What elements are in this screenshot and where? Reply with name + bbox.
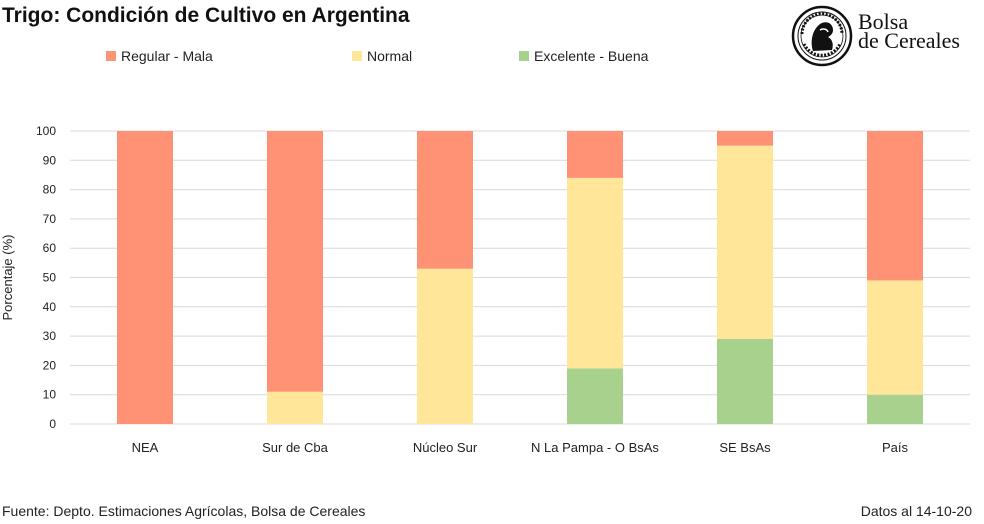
x-tick-label-4: SE BsAs <box>719 440 771 455</box>
bar-pa-s-normal <box>867 280 923 395</box>
bar-se-bsas-excelente-buena <box>717 339 773 424</box>
legend-label-excelente-buena: Excelente - Buena <box>534 48 649 64</box>
logo-line-2: de Cereales <box>858 28 960 53</box>
bar-n-cleo-sur-normal <box>417 268 473 424</box>
y-tick-label-10: 10 <box>43 388 57 402</box>
bar-n-cleo-sur-regular-mala <box>417 131 473 269</box>
y-tick-label-50: 50 <box>43 271 57 285</box>
y-tick-label-70: 70 <box>43 212 57 226</box>
legend-swatch-normal <box>352 51 362 61</box>
y-tick-label-40: 40 <box>43 300 57 314</box>
y-tick-label-80: 80 <box>43 183 57 197</box>
bar-sur-de-cba-normal <box>267 391 323 424</box>
bar-pa-s-excelente-buena <box>867 394 923 424</box>
bar-sur-de-cba-regular-mala <box>267 131 323 392</box>
y-axis-label: Porcentaje (%) <box>0 235 15 321</box>
legend-item-normal: Normal <box>352 48 412 64</box>
bar-nea-regular-mala <box>117 131 173 424</box>
x-tick-label-5: País <box>882 440 909 455</box>
x-tick-label-2: Núcleo Sur <box>413 440 478 455</box>
bolsa-de-cereales-logo: Bolsa de Cereales <box>790 4 980 68</box>
legend-item-regular-mala: Regular - Mala <box>106 48 213 64</box>
bar-n-la-pampa-o-bsas-normal <box>567 177 623 369</box>
bar-se-bsas-regular-mala <box>717 131 773 146</box>
legend-swatch-regular-mala <box>106 51 116 61</box>
legend-item-excelente-buena: Excelente - Buena <box>519 48 648 64</box>
y-tick-label-20: 20 <box>43 358 57 372</box>
x-tick-label-3: N La Pampa - O BsAs <box>531 440 659 455</box>
x-tick-label-0: NEA <box>132 440 159 455</box>
y-tick-label-100: 100 <box>36 124 56 138</box>
bar-n-la-pampa-o-bsas-excelente-buena <box>567 368 623 424</box>
bar-se-bsas-normal <box>717 145 773 340</box>
y-tick-label-0: 0 <box>49 417 56 431</box>
legend-label-normal: Normal <box>367 48 413 64</box>
bar-pa-s-regular-mala <box>867 131 923 281</box>
chart-legend: Regular - Mala Normal Excelente - Buena <box>0 48 984 68</box>
chart-title: Trigo: Condición de Cultivo en Argentina <box>2 4 410 27</box>
y-tick-label-90: 90 <box>43 153 57 167</box>
x-tick-label-1: Sur de Cba <box>262 440 329 455</box>
legend-label-regular-mala: Regular - Mala <box>121 48 213 64</box>
legend-swatch-excelente-buena <box>519 51 529 61</box>
seal-icon <box>791 5 853 67</box>
logo-line-1: Bolsa <box>858 9 909 34</box>
stacked-bar-chart: 0 10 20 30 40 50 60 70 80 90 100 Porcentaje (%) NEA S… <box>0 124 970 455</box>
y-tick-label-60: 60 <box>43 241 57 255</box>
y-tick-label-30: 30 <box>43 329 57 343</box>
source-note: Fuente: Depto. Estimaciones Agrícolas, B… <box>2 503 366 519</box>
data-date: Datos al 14-10-20 <box>860 503 972 519</box>
logo-wordmark: Bolsa de Cereales <box>858 9 960 53</box>
bar-n-la-pampa-o-bsas-regular-mala <box>567 131 623 178</box>
